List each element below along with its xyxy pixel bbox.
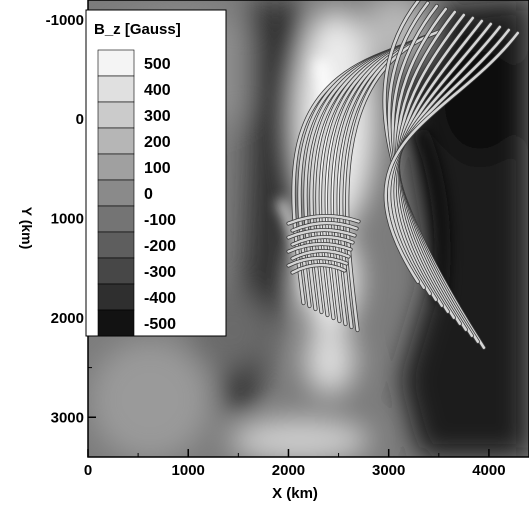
x-axis: 0 1000 2000 3000 4000 (84, 449, 506, 479)
y-tick-label: -1000 (46, 12, 84, 29)
colorbar: 500 400 300 200 100 0 -100 -200 -300 -400 -500 (97, 49, 176, 337)
colorbar-label: 200 (144, 134, 171, 151)
field-line (287, 256, 348, 267)
x-tick-label: 2000 (272, 462, 305, 479)
y-tick-label: 1000 (51, 211, 84, 228)
colorbar-label: -300 (144, 264, 176, 281)
colorbar-swatch (97, 205, 135, 233)
colorbar-legend: B_z [Gauss] 500 400 300 200 100 0 -100 -200 -300… (85, 9, 227, 337)
x-tick-label: 1000 (172, 462, 205, 479)
field-line (291, 263, 346, 274)
colorbar-title: B_z [Gauss] (94, 21, 181, 38)
field-line (291, 249, 350, 260)
colorbar-swatch (97, 127, 135, 155)
colorbar-label: -200 (144, 238, 176, 255)
colorbar-swatch (97, 283, 135, 311)
x-tick-label: 4000 (472, 462, 505, 479)
x-axis-label: X (km) (272, 485, 318, 502)
colorbar-label: -500 (144, 316, 176, 333)
colorbar-label: -400 (144, 290, 176, 307)
colorbar-label: 100 (144, 160, 171, 177)
field-line (291, 235, 354, 246)
field-line (287, 228, 356, 239)
colorbar-swatch (97, 49, 135, 77)
y-tick-label: 0 (76, 111, 84, 128)
colorbar-swatch (97, 153, 135, 181)
colorbar-label: 0 (144, 186, 153, 203)
field-line (291, 221, 358, 232)
colorbar-label: 300 (144, 108, 171, 125)
field-line (384, 31, 520, 284)
y-tick-label: 3000 (51, 409, 84, 426)
colorbar-swatch (97, 231, 135, 259)
colorbar-swatch (97, 257, 135, 285)
field-line (287, 214, 360, 225)
y-axis-label: Y (km) (19, 207, 35, 250)
colorbar-label: -100 (144, 212, 176, 229)
field-line (287, 242, 352, 253)
colorbar-swatch (97, 309, 135, 337)
colorbar-label: 400 (144, 82, 171, 99)
x-tick-label: 3000 (372, 462, 405, 479)
x-tick-label: 0 (84, 462, 92, 479)
colorbar-label: 500 (144, 56, 171, 73)
colorbar-swatch (97, 101, 135, 129)
field-lines (286, 0, 520, 350)
colorbar-swatch (97, 75, 135, 103)
y-axis: -1000 0 1000 2000 3000 (46, 12, 96, 426)
colorbar-swatch (97, 179, 135, 207)
y-tick-label: 2000 (51, 310, 84, 327)
